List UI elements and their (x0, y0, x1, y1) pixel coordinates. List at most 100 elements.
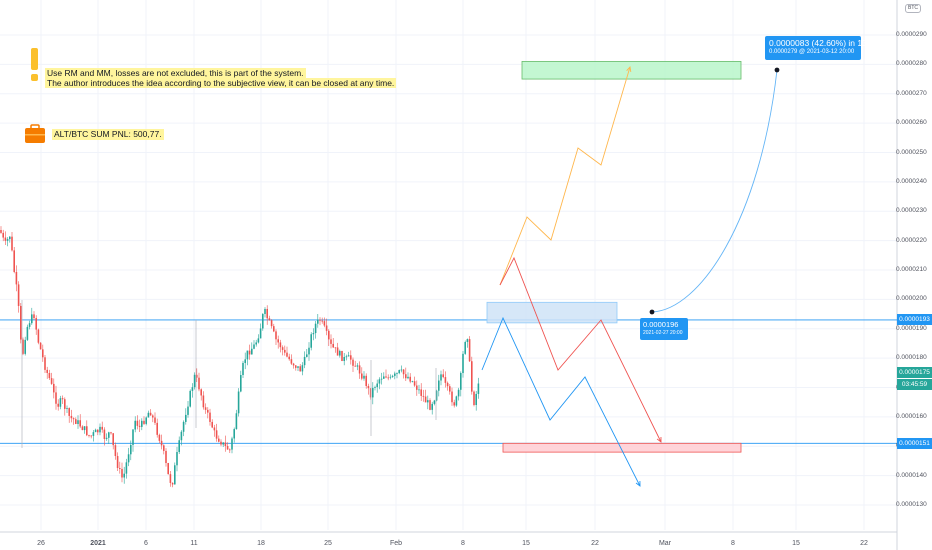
candle-body (240, 375, 242, 392)
candle-body (154, 417, 156, 423)
candle-body (277, 339, 279, 343)
candle-body (53, 383, 55, 393)
candle-body (460, 373, 462, 390)
candle-body (246, 350, 249, 360)
candle-body (420, 389, 422, 396)
candle-body (198, 377, 200, 390)
red-zone (502, 442, 742, 453)
candle-body (378, 379, 381, 384)
candle-body (369, 388, 372, 398)
candle-body (416, 385, 418, 390)
target-point-marker (774, 67, 780, 73)
candle-body (171, 482, 174, 485)
candle-body (429, 400, 431, 410)
entry-tooltip-value: 0.0000196 (643, 320, 679, 329)
price-tick-label: 0.0000210 (896, 266, 927, 273)
candle-body (288, 356, 290, 360)
candle-body (251, 348, 253, 355)
candle-body (281, 347, 284, 350)
candle-body (187, 406, 189, 415)
candle-body (451, 391, 453, 403)
candle-body (259, 328, 262, 339)
candle-body (262, 313, 264, 329)
candle-body (440, 374, 442, 381)
candle-body (15, 271, 18, 285)
candle-body (308, 347, 310, 355)
candle-body (0, 230, 2, 233)
candle-body (83, 426, 86, 431)
candle-body (2, 232, 4, 238)
candle-body (22, 339, 24, 354)
candle-body (235, 413, 238, 430)
price-tick-label: 0.0000180 (896, 354, 927, 362)
candle-body (314, 323, 317, 334)
candle-body (365, 375, 367, 386)
candle-body (160, 440, 163, 446)
candle-body (347, 355, 350, 357)
candle-body (438, 380, 440, 391)
candle-body (167, 463, 169, 475)
candle-body (400, 369, 403, 371)
candle-body (103, 429, 106, 439)
candle-body (209, 412, 211, 422)
candle-body (50, 378, 53, 384)
candle-body (343, 357, 345, 361)
candle-body (244, 359, 246, 363)
candle-body (321, 320, 323, 322)
candle-body (396, 373, 398, 374)
candle-body (59, 398, 62, 407)
candle-body (409, 376, 411, 382)
candle-body (442, 374, 444, 378)
candle-body (402, 369, 405, 375)
candle-body (473, 391, 475, 406)
candle-body (339, 350, 341, 356)
exclamation-icon (31, 48, 38, 70)
candle-body (218, 438, 220, 442)
candle-body (141, 420, 143, 427)
candle-body (444, 377, 447, 383)
candle-body (391, 375, 394, 377)
currency-badge[interactable]: BTC (905, 4, 921, 13)
candle-body (178, 440, 180, 453)
target-curve (651, 69, 778, 313)
candle-body (68, 408, 70, 416)
target-tooltip: 0.0000083 (42.60%) in 13d 0.0000279 @ 20… (765, 36, 872, 60)
price-tag: 0.0000193 (897, 314, 932, 326)
candle-body (42, 349, 44, 358)
candle-body (28, 323, 31, 327)
candle-body (464, 341, 466, 354)
price-tick-label: 0.0000130 (896, 501, 927, 508)
candle-body (149, 412, 152, 416)
candle-body (138, 425, 141, 427)
candle-body (248, 350, 251, 355)
briefcase-icon (25, 124, 45, 143)
candle-body (354, 365, 356, 367)
candle-body (145, 417, 147, 424)
candle-body (405, 374, 407, 379)
candle-body (229, 449, 231, 451)
price-tick-label: 0.0000260 (896, 119, 927, 127)
candle-body (108, 432, 110, 438)
candle-body (255, 342, 257, 345)
candle-body (180, 431, 183, 441)
candle-body (284, 349, 286, 353)
candle-body (196, 374, 198, 378)
candle-body (79, 420, 81, 427)
candle-body (334, 347, 337, 349)
candle-body (325, 325, 328, 331)
candle-body (345, 356, 348, 358)
price-tick-label: 0.0000220 (896, 236, 927, 244)
time-tick-label: 11 (190, 540, 198, 547)
candle-body (110, 432, 112, 434)
green-zone (521, 61, 742, 80)
candle-body (143, 420, 145, 424)
candle-body (361, 373, 363, 379)
candle-body (48, 372, 51, 379)
pnl-label: ALT/BTC SUM PNL: 500,77. (52, 129, 164, 140)
candle-body (367, 385, 370, 389)
candle-body (24, 339, 26, 354)
entry-point-marker (649, 309, 655, 315)
candle-body (341, 350, 343, 361)
candle-body (200, 389, 202, 396)
